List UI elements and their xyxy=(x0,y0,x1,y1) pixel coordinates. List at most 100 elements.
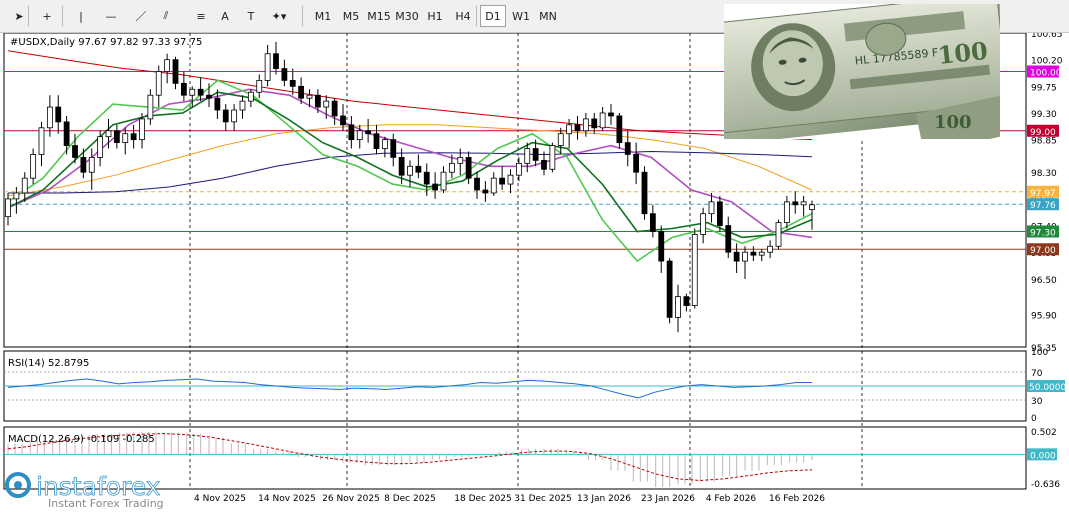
trendline-icon[interactable]: ／ xyxy=(135,10,147,23)
candle-body xyxy=(457,157,464,164)
moving-averages xyxy=(7,50,813,263)
crosshair-icon[interactable]: + xyxy=(42,9,52,23)
candle-body xyxy=(206,94,212,99)
time-tick-label: 14 Nov 2025 xyxy=(258,494,316,504)
candle-body xyxy=(164,59,171,72)
price-tick-label: 95.90 xyxy=(1031,311,1057,321)
price-tick-label: 100.20 xyxy=(1031,57,1063,67)
candle-body xyxy=(574,124,581,132)
candle-body xyxy=(641,171,648,215)
chart-svg[interactable]: 100 70 50.0000 30 0 0.502 0.000 -0.636 100.65 1… xyxy=(0,30,1069,511)
timeframe-m15-button[interactable]: M15 xyxy=(367,9,391,23)
time-tick-label: 16 Feb 2026 xyxy=(769,494,825,504)
candle-body xyxy=(314,94,321,108)
candle-body xyxy=(557,133,564,146)
macd-tick-label: 0.502 xyxy=(1031,428,1057,438)
price-level-tag xyxy=(1027,243,1059,256)
candle-body xyxy=(474,177,480,191)
timeframe-m30-button[interactable]: M30 xyxy=(395,9,419,23)
candle-body xyxy=(733,251,740,262)
price-tick-label: 98.30 xyxy=(1031,169,1057,179)
rsi-panel-header: RSI(14) 52.8795 xyxy=(8,358,89,369)
candle-body xyxy=(448,162,455,173)
candle-body xyxy=(440,171,447,191)
time-tick-label: 26 Nov 2025 xyxy=(322,494,380,504)
macd-zero-tag xyxy=(1027,448,1057,461)
watermark-tagline: Instant Forex Trading xyxy=(48,497,164,510)
time-tick-label: 23 Jan 2026 xyxy=(641,494,695,504)
time-tick-label: 4 Nov 2025 xyxy=(194,494,246,504)
main-panel-frame xyxy=(3,32,1027,348)
rsi-indicator: 100 70 50.0000 30 0 xyxy=(4,348,1066,424)
candle-body xyxy=(273,53,279,69)
candle-body xyxy=(633,154,640,173)
candle-body xyxy=(608,112,614,117)
candle-body xyxy=(666,260,673,318)
timeframe-h1-button[interactable]: H1 xyxy=(427,9,443,23)
candle-body xyxy=(147,94,154,120)
candle-body xyxy=(658,231,665,262)
candle-body xyxy=(390,139,397,158)
candle-body xyxy=(381,139,388,149)
candle-body xyxy=(482,189,489,194)
text-label-icon[interactable]: T xyxy=(247,9,255,23)
price-level-label: 97.00 xyxy=(1030,246,1056,256)
channel-icon[interactable]: ⫽ xyxy=(163,9,169,22)
rsi-tick-label: 0 xyxy=(1031,414,1037,424)
time-tick-label: 31 Dec 2025 xyxy=(514,494,572,504)
toolbar-separator xyxy=(302,6,303,26)
candle-body xyxy=(507,174,514,185)
timeframe-w1-button[interactable]: W1 xyxy=(512,9,530,23)
candle-body xyxy=(5,198,11,218)
candle-body xyxy=(281,68,288,81)
horizontal-line-icon[interactable]: — xyxy=(105,9,117,23)
candle-body xyxy=(591,118,598,129)
candle-body xyxy=(775,222,782,247)
watermark-brand: instaforex xyxy=(36,472,161,501)
cursor-icon[interactable]: ➤ xyxy=(14,9,24,23)
candle-body xyxy=(130,133,137,141)
timeframe-h4-button[interactable]: H4 xyxy=(455,9,471,23)
toolbar-separator xyxy=(62,6,63,26)
candle-body xyxy=(767,245,774,253)
candles xyxy=(5,41,815,333)
timeframe-m5-button[interactable]: M5 xyxy=(342,9,360,23)
candle-body xyxy=(172,59,179,84)
candle-body xyxy=(398,157,405,176)
price-level-label: 99.00 xyxy=(1030,128,1056,138)
fibonacci-icon[interactable]: ≡ xyxy=(196,9,206,23)
candle-body xyxy=(139,118,145,141)
macd-zero-label: 0.000 xyxy=(1030,451,1056,461)
text-icon[interactable]: A xyxy=(221,9,229,23)
rsi-tick-label: 100 xyxy=(1031,348,1048,358)
candle-body xyxy=(432,183,439,191)
rsi-value-tag xyxy=(1027,380,1065,392)
candle-body xyxy=(524,148,531,164)
candle-body xyxy=(407,165,413,176)
candle-body xyxy=(80,157,87,173)
macd-signal-line xyxy=(7,433,813,482)
candle-body xyxy=(155,71,162,96)
price-tick-label: 99.75 xyxy=(1031,83,1057,93)
price-tick-label: 95.35 xyxy=(1031,344,1057,354)
candle-body xyxy=(348,124,355,141)
candle-body xyxy=(750,251,757,256)
candle-body xyxy=(649,213,656,232)
vertical-line-icon[interactable]: | xyxy=(79,9,83,23)
price-level-tag xyxy=(1027,185,1059,198)
timeframe-m1-button[interactable]: M1 xyxy=(314,9,332,23)
candle-body xyxy=(758,251,765,256)
candle-body xyxy=(725,225,732,253)
timeframe-d1-button[interactable]: D1 xyxy=(480,5,506,27)
candle-body xyxy=(331,100,338,117)
candle-body xyxy=(365,130,372,135)
time-tick-label: 4 Feb 2026 xyxy=(706,494,757,504)
candle-body xyxy=(222,109,229,123)
candle-body xyxy=(423,171,430,185)
chart-area[interactable]: 100 70 50.0000 30 0 0.502 0.000 -0.636 100.65 1… xyxy=(0,30,1069,511)
timeframe-mn-button[interactable]: MN xyxy=(539,9,557,23)
shapes-icon[interactable]: ✦▾ xyxy=(271,9,287,23)
candle-body xyxy=(63,121,70,146)
candle-body xyxy=(515,162,522,176)
candle-body xyxy=(239,100,246,111)
